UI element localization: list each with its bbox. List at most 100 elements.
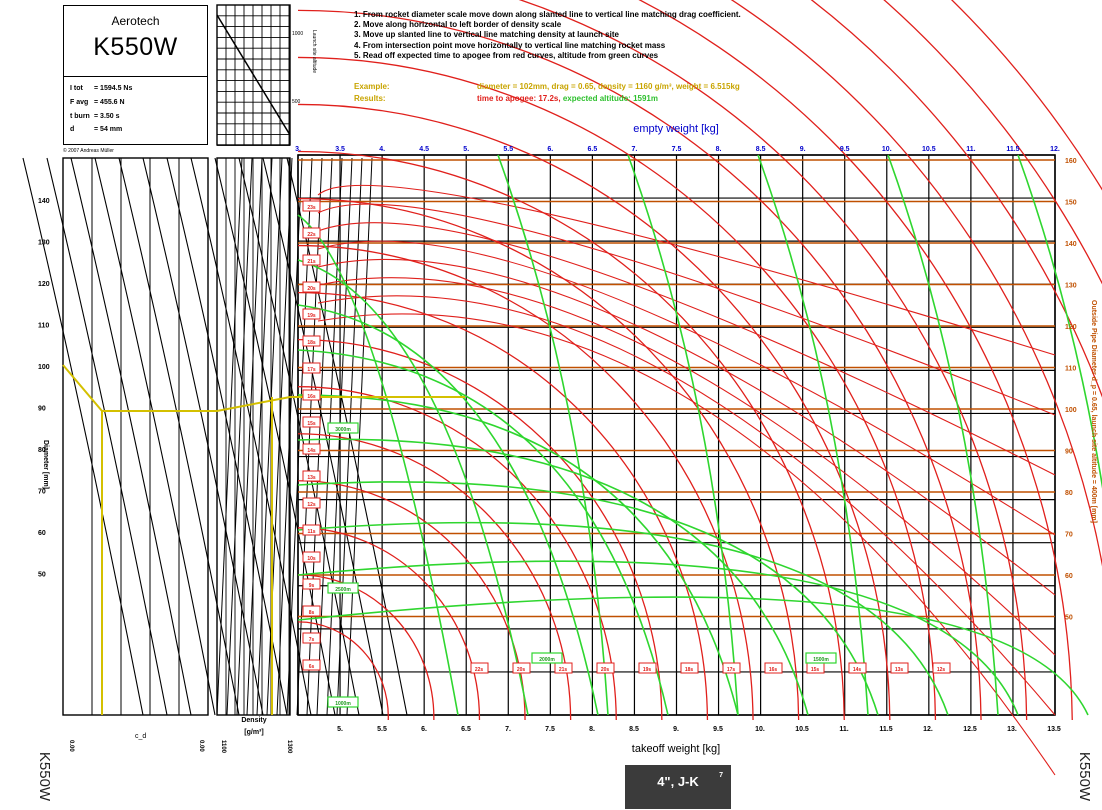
results-label: Results:: [354, 94, 386, 103]
drag-slant: [70, 157, 192, 716]
stat-diameter: d = 54 mm: [70, 126, 123, 133]
instruction-step: 5. Read off expected time to apogee from…: [354, 50, 659, 60]
example-path: [62, 364, 465, 715]
altitude-label: 2500m: [335, 587, 351, 593]
top-tick-label: 9.: [800, 146, 806, 153]
top-tick-label: 3.: [295, 146, 301, 153]
instruction-step: 4. From intersection point move horizont…: [354, 40, 666, 50]
instruction-step: 2. Move along horizontal to left border …: [354, 20, 562, 30]
right-tick-label: 100: [1065, 407, 1077, 414]
altitude-label-box: [327, 582, 359, 594]
bottom-tick-label: 9.: [673, 726, 679, 733]
density-slant: [256, 157, 283, 716]
altitude-label: 1500m: [813, 657, 829, 663]
stat-value: 1594.5 Ns: [100, 85, 133, 92]
density-slant: [236, 157, 263, 716]
time-label-box: [302, 524, 321, 536]
left-tick-label: 100: [38, 364, 50, 371]
small-tick-label: 500: [292, 99, 301, 105]
time-curve: [297, 103, 891, 721]
time-label-box: [302, 227, 321, 239]
time-label-box: [302, 578, 321, 590]
bottom-tick-label: 9.5: [713, 726, 723, 733]
time-curve: [297, 244, 754, 721]
top-axis-title: empty weight [kg]: [633, 123, 719, 135]
badge-sup: 7: [719, 772, 723, 779]
time-label: 17s: [307, 367, 316, 373]
density-frame: [216, 157, 291, 716]
time-label: 22s: [475, 667, 484, 673]
time-label: 21s: [559, 667, 568, 673]
altitude-curve-outer: [497, 154, 609, 716]
time-label: 14s: [853, 667, 862, 673]
results-line: Results: time to apogee: 17.2s, expected …: [354, 94, 658, 103]
top-tick-label: 6.: [547, 146, 553, 153]
top-tick-label: 10.5: [922, 146, 936, 153]
drag-slant: [94, 157, 216, 716]
time-curve: [950, 0, 1102, 191]
time-label: 13s: [895, 667, 904, 673]
time-label: 16s: [769, 667, 778, 673]
stat-label: F avg: [70, 99, 89, 106]
badge-text: 4", J-K: [657, 774, 699, 789]
time-curve: [730, 0, 1102, 567]
altitude-curve: [297, 259, 529, 716]
time-label-box: [596, 662, 615, 674]
altitude-scale-grid: [216, 4, 291, 146]
time-label-box: [302, 470, 321, 482]
altitude-label-box: [531, 652, 563, 664]
top-tick-label: 5.5: [503, 146, 513, 153]
right-tick-label: 130: [1065, 283, 1077, 290]
time-curve: [297, 56, 937, 721]
density-slant: [226, 157, 253, 716]
density-slant: [216, 157, 243, 716]
left-tick-label: 120: [38, 281, 50, 288]
time-label: 21s: [307, 259, 316, 265]
time-label-box: [302, 200, 321, 212]
altitude-curve: [297, 521, 949, 716]
time-label-box: [302, 443, 321, 455]
top-tick-label: 5.: [463, 146, 469, 153]
drag-slant: [142, 157, 264, 716]
top-tick-label: 8.: [716, 146, 722, 153]
time-curve-upper: [317, 277, 1056, 656]
diameter-reference-lines: [298, 159, 1055, 618]
right-tick-label: 60: [1065, 573, 1073, 580]
time-curve: [297, 339, 663, 721]
side-label-right: K550W: [1076, 751, 1094, 802]
density-max-label: 1300: [286, 740, 292, 754]
time-label-box: [890, 662, 909, 674]
stat-value: 54 mm: [100, 126, 123, 133]
drag-frame: [62, 157, 209, 716]
drag-slant: [22, 157, 144, 716]
time-curve-upper: [317, 222, 1056, 476]
left-tick-label: 90: [38, 406, 46, 413]
density-slant: [336, 157, 363, 716]
time-curve: [297, 9, 982, 721]
bottom-tick-label: 7.: [505, 726, 511, 733]
time-curve: [297, 291, 709, 721]
time-label-box: [302, 632, 321, 644]
top-tick-label: 12.: [1050, 146, 1060, 153]
stat-total-impulse: I tot = 1594.5 Ns: [70, 85, 133, 92]
altitude-curve: [297, 596, 1089, 716]
time-curve-upper: [317, 295, 1056, 716]
plot-frame: [297, 154, 1056, 716]
example-line: Example: diameter = 102mm, drag = 0.65, d…: [354, 82, 740, 91]
right-tick-label: 160: [1065, 158, 1077, 165]
time-label: 20s: [601, 667, 610, 673]
density-min-label: 1100: [220, 740, 226, 754]
right-tick-label: 120: [1065, 324, 1077, 331]
stat-avg-thrust: F avg = 455.6 N: [70, 99, 125, 106]
time-label-box: [512, 662, 531, 674]
altitude-label: 3000m: [335, 427, 351, 433]
stat-burn-time: t burn = 3.50 s: [70, 113, 120, 120]
time-label-box: [302, 416, 321, 428]
altitude-curve-outer: [757, 154, 869, 716]
top-tick-label: 11.: [966, 146, 975, 153]
bottom-tick-label: 8.: [589, 726, 595, 733]
time-label-box: [302, 605, 321, 617]
time-label: 12s: [937, 667, 946, 673]
copyright: © 2007 Andreas Müller: [63, 148, 114, 154]
